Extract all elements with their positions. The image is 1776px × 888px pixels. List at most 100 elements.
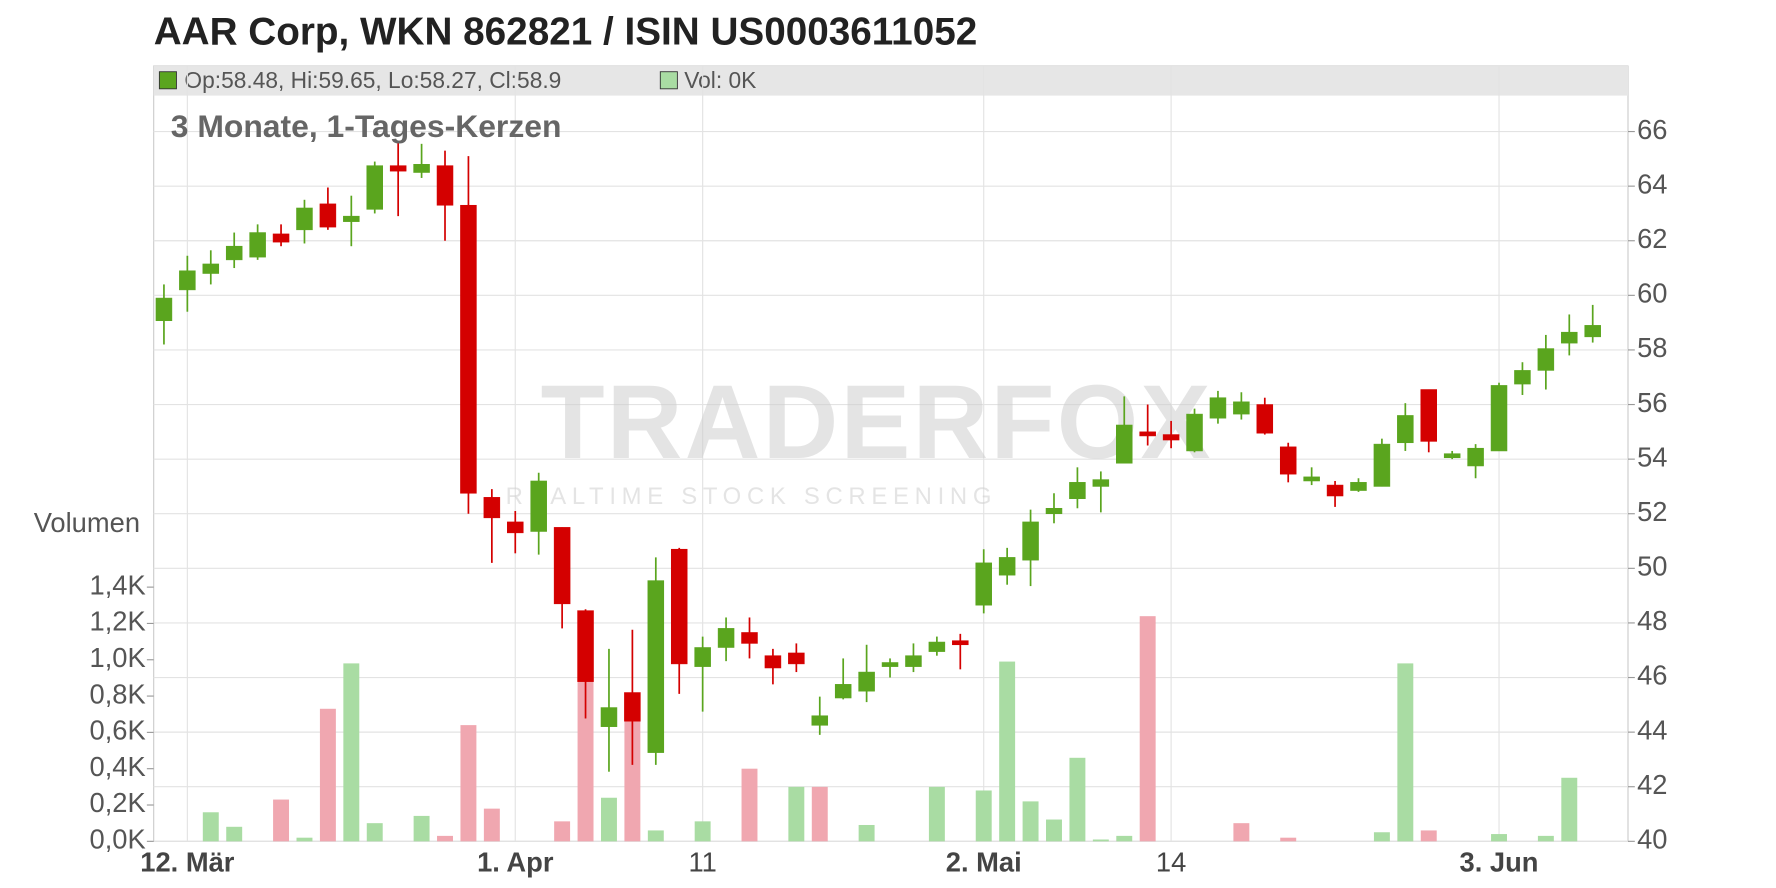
candle-body: [670, 548, 688, 665]
candle-body: [413, 164, 430, 173]
volume-axis-title: Volumen: [34, 507, 140, 538]
chart-subtitle: 3 Monate, 1-Tages-Kerzen: [171, 108, 562, 144]
candle-body: [1514, 370, 1531, 385]
y-tick-label: 52: [1637, 496, 1667, 527]
candle-body: [741, 632, 758, 644]
volume-bar: [1491, 834, 1507, 842]
candle-body: [694, 647, 711, 667]
candle-body: [155, 297, 173, 322]
volume-bar: [1069, 757, 1086, 842]
candle-body: [296, 207, 313, 231]
candle-body: [858, 671, 875, 692]
candle-body: [928, 641, 946, 652]
watermark-tagline: REALTIME STOCK SCREENING: [506, 483, 997, 510]
candle-body: [366, 165, 383, 210]
legend-ohlc: Op:58.48, Hi:59.65, Lo:58.27, Cl:58.9: [184, 67, 561, 93]
y-tick-label: 60: [1637, 278, 1667, 309]
marks: [155, 142, 1601, 842]
candle-body: [1443, 453, 1461, 459]
y2-tick-label: 0,6K: [90, 715, 146, 746]
candle-body: [1162, 434, 1180, 441]
volume-bar: [600, 797, 617, 842]
volume-bar: [999, 661, 1016, 842]
volume-bar: [319, 708, 336, 842]
candle-body: [998, 557, 1016, 576]
candle-body: [483, 497, 501, 519]
y-tick-label: 58: [1637, 332, 1667, 363]
volume-bar: [460, 725, 477, 842]
volume-bar: [694, 821, 711, 842]
candle-body: [1045, 507, 1063, 515]
x-tick-label: 3. Jun: [1460, 846, 1539, 877]
candle-body: [1233, 401, 1250, 415]
watermark: TRADERFOX REALTIME STOCK SCREENING: [506, 364, 1213, 510]
candle-body: [1022, 521, 1039, 561]
candle-body: [1069, 482, 1086, 500]
y-tick-label: 50: [1637, 551, 1667, 582]
volume-bar: [1092, 839, 1109, 842]
volume-bar: [226, 826, 243, 842]
y2-tick-label: 0,2K: [90, 787, 146, 818]
y-tick-label: 56: [1637, 387, 1667, 418]
candle-body: [272, 233, 290, 243]
candle-body: [1256, 404, 1274, 434]
candle-body: [717, 628, 735, 648]
candle-body: [179, 270, 196, 291]
volume-bar: [1280, 837, 1297, 842]
y2-tick-label: 0,0K: [90, 824, 146, 855]
volume-bar: [202, 812, 219, 842]
volume-bar: [1022, 801, 1039, 842]
volume-bar: [1116, 835, 1133, 842]
candle-body: [225, 245, 243, 261]
info-bar: [153, 66, 1629, 96]
volume-bar: [1046, 819, 1062, 842]
volume-bar: [647, 830, 664, 842]
legend-swatch: [158, 71, 177, 90]
candle-body: [1139, 431, 1156, 437]
candle-body: [834, 684, 852, 699]
volume-bar: [296, 837, 313, 842]
candle-body: [647, 580, 665, 753]
watermark-logo: TRADERFOX: [541, 364, 1213, 481]
candle-body: [600, 707, 618, 727]
candle-body: [1350, 482, 1367, 491]
y2-tick-label: 0,8K: [90, 678, 146, 709]
volume-bar: [366, 823, 383, 842]
y2-tick-label: 1,4K: [90, 569, 146, 600]
volume-bar: [741, 768, 758, 842]
y-tick-label: 48: [1637, 605, 1667, 636]
y2-tick-label: 0,4K: [90, 751, 146, 782]
candle-body: [1584, 325, 1601, 338]
volume-bar: [624, 706, 641, 842]
volume-bar: [928, 786, 945, 842]
candle-body: [319, 203, 337, 228]
legend-swatch: [659, 71, 678, 90]
y-tick-label: 66: [1637, 114, 1667, 145]
volume-bar: [1420, 830, 1437, 842]
candle-body: [975, 562, 992, 606]
candle-body: [389, 165, 407, 172]
candle-body: [881, 662, 899, 667]
candle-body: [1420, 389, 1438, 442]
candle-body: [1467, 447, 1484, 467]
candle-body: [530, 480, 547, 532]
candle-body: [905, 655, 922, 667]
volume-bar: [788, 786, 805, 842]
candle-body: [1561, 331, 1578, 344]
candle-body: [1326, 484, 1344, 497]
candle-body: [553, 527, 571, 605]
volume-bar: [975, 790, 992, 842]
volume-bar: [858, 824, 875, 842]
candle-body: [811, 715, 829, 726]
volume-bar: [1373, 832, 1390, 842]
volume-bar: [343, 663, 360, 842]
y-tick-label: 46: [1637, 660, 1667, 691]
y-tick-label: 64: [1637, 168, 1667, 199]
candle-body: [1186, 413, 1203, 452]
x-tick-label: 12. Mär: [140, 846, 234, 877]
volume-bar: [1561, 777, 1578, 842]
x-tick-label: 1. Apr: [477, 846, 554, 877]
